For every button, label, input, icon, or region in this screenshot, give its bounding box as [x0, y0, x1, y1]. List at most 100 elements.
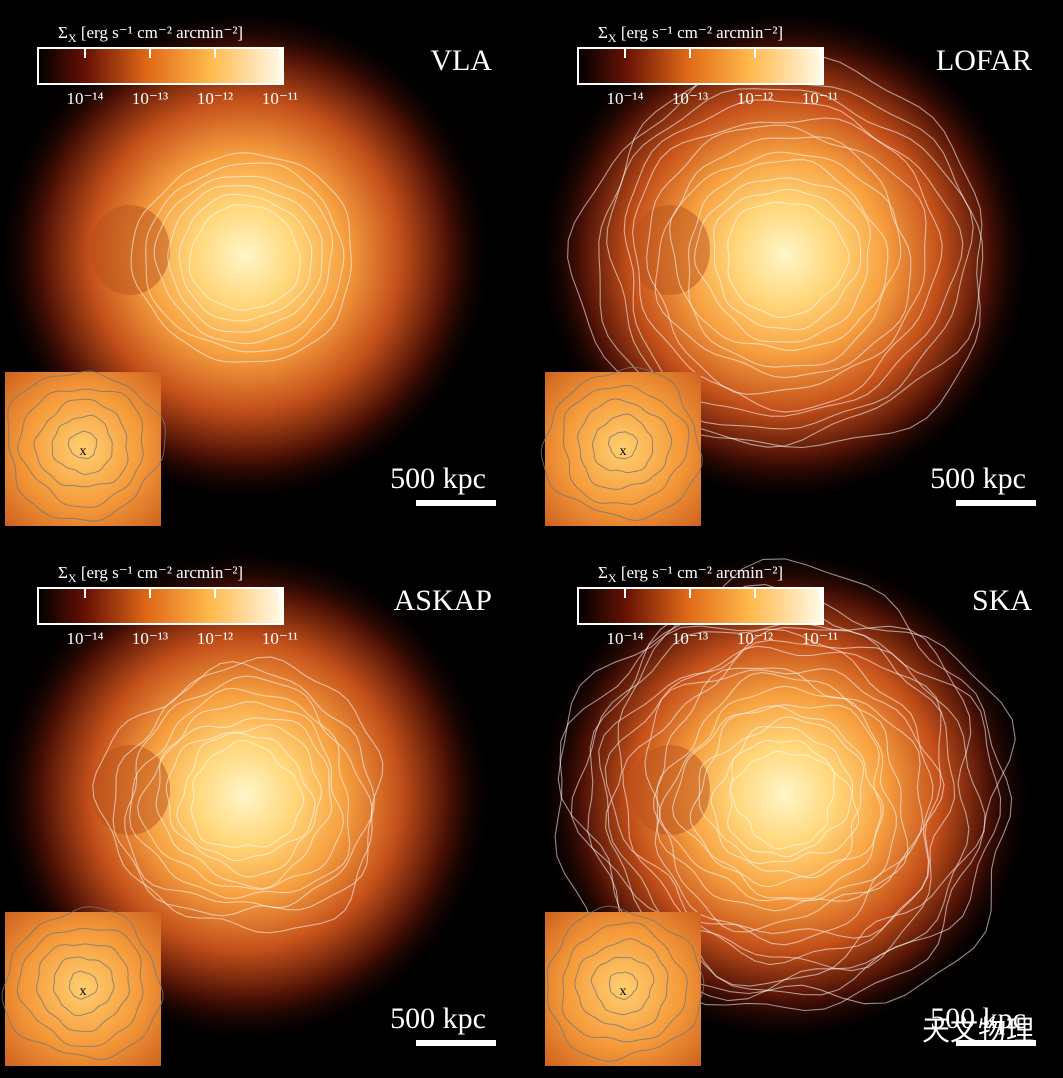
inset-contour: [35, 943, 130, 1033]
inset-contour: [16, 927, 144, 1047]
radio-contour: [644, 668, 945, 946]
colorbar-symbol: Σ: [598, 23, 608, 42]
colorbar-label: ΣX [erg s⁻¹ cm⁻² arcmin⁻²]: [598, 23, 783, 45]
panel: ΣX [erg s⁻¹ cm⁻² arcmin⁻²] 10⁻¹⁴ 10⁻¹³ 10⁻¹…: [535, 0, 1063, 538]
colorbar-tick-label: 10⁻¹³: [672, 89, 708, 108]
colorbar-symbol: Σ: [598, 563, 608, 582]
radio-contour: [178, 193, 313, 322]
colorbar-tick-label: 10⁻¹²: [737, 629, 773, 648]
radio-contour: [167, 185, 323, 333]
inset-contour: [68, 970, 99, 1000]
scale-bar-label: 500 kpc: [390, 462, 486, 495]
radio-contour: [145, 162, 345, 353]
colorbar-tick-label: 10⁻¹⁴: [67, 89, 104, 108]
colorbar-tick-label: 10⁻¹²: [197, 89, 233, 108]
inset-contour: [17, 388, 144, 509]
inset-marker: x: [620, 444, 627, 459]
radio-contour: [130, 152, 352, 363]
radio-contour: [155, 717, 333, 890]
inset: [545, 912, 701, 1066]
radio-contour: [713, 188, 862, 331]
colorbar-tick-label: 10⁻¹¹: [262, 89, 298, 108]
colorbar-tick-label: 10⁻¹³: [672, 629, 708, 648]
colorbar-unit: [erg s⁻¹ cm⁻² arcmin⁻²]: [617, 23, 784, 42]
radio-contour: [693, 177, 871, 343]
inset-marker: x: [80, 444, 87, 459]
inset: [5, 372, 161, 526]
radio-contour: [112, 661, 375, 917]
colorbar-tick-label: 10⁻¹²: [197, 629, 233, 648]
colorbar-unit: [erg s⁻¹ cm⁻² arcmin⁻²]: [77, 563, 244, 582]
radio-contour: [632, 117, 943, 413]
scale-bar: [416, 500, 496, 506]
radio-contour: [136, 701, 344, 891]
colorbar: [577, 47, 824, 85]
radio-contour: [598, 626, 956, 972]
telescope-label: ASKAP: [394, 584, 492, 617]
radio-contour: [698, 716, 865, 879]
radio-contour: [165, 724, 323, 878]
radio-contour: [188, 204, 301, 311]
colorbar-tick-label: 10⁻¹⁴: [607, 89, 644, 108]
inset: [545, 372, 701, 526]
radio-contour: [654, 136, 912, 379]
scale-bar: [416, 1040, 496, 1046]
radio-contour: [623, 99, 964, 417]
watermark: 天文物理: [922, 1014, 1034, 1047]
inset-contour: [67, 430, 98, 460]
emission-tail: [90, 205, 170, 295]
panel: ΣX [erg s⁻¹ cm⁻² arcmin⁻²] 10⁻¹⁴ 10⁻¹³ 10⁻¹…: [0, 0, 523, 538]
radio-contour: [604, 645, 942, 966]
telescope-label: LOFAR: [936, 44, 1032, 77]
inset-contour: [540, 366, 703, 522]
inset-contour: [607, 431, 639, 460]
inset-contour: [590, 956, 655, 1016]
scale-bar: [956, 1040, 1036, 1046]
radio-contour: [646, 124, 927, 395]
inset-contour: [33, 398, 129, 488]
radio-contour: [606, 88, 974, 430]
inset-contour: [1, 906, 164, 1061]
emission-tail: [90, 745, 170, 835]
radio-contour: [727, 201, 850, 319]
colorbar-tick-label: 10⁻¹⁴: [67, 629, 104, 648]
colorbar-tick-label: 10⁻¹¹: [802, 629, 838, 648]
radio-contour: [622, 639, 934, 939]
colorbar: [37, 587, 284, 625]
inset-contour: [577, 398, 673, 490]
colorbar-subscript: X: [608, 31, 617, 45]
radio-contour: [191, 740, 305, 848]
colorbar-symbol: Σ: [58, 23, 68, 42]
radio-contour: [153, 175, 334, 345]
inset-marker: x: [80, 984, 87, 999]
inset-marker: x: [620, 984, 627, 999]
radio-contour: [672, 704, 882, 900]
inset-contour: [608, 971, 639, 1000]
inset-contour: [7, 370, 166, 522]
radio-contour: [605, 625, 986, 987]
colorbar-tick-label: 10⁻¹¹: [802, 89, 838, 108]
inset-contour: [561, 921, 688, 1043]
radio-contour: [567, 55, 983, 449]
colorbar-tick-label: 10⁻¹²: [737, 89, 773, 108]
radio-contour: [554, 558, 1013, 1005]
radio-contour: [689, 705, 884, 888]
inset-contour: [53, 956, 115, 1017]
radio-contour: [92, 656, 384, 934]
inset-contour: [51, 414, 113, 475]
telescope-label: VLA: [430, 44, 492, 77]
colorbar-tick-label: 10⁻¹¹: [262, 629, 298, 648]
colorbar-subscript: X: [68, 571, 77, 585]
radio-contour: [176, 732, 316, 862]
inset-contour: [574, 938, 669, 1031]
colorbar-unit: [erg s⁻¹ cm⁻² arcmin⁻²]: [617, 563, 784, 582]
colorbar: [37, 47, 284, 85]
radio-contour: [688, 159, 889, 351]
inset-contour: [562, 384, 690, 505]
panel: ΣX [erg s⁻¹ cm⁻² arcmin⁻²] 10⁻¹⁴ 10⁻¹³ 10⁻¹…: [0, 540, 523, 1078]
radio-contour: [124, 675, 373, 909]
colorbar-unit: [erg s⁻¹ cm⁻² arcmin⁻²]: [77, 23, 244, 42]
panel: ΣX [erg s⁻¹ cm⁻² arcmin⁻²] 10⁻¹⁴ 10⁻¹³ 10⁻¹…: [535, 540, 1063, 1078]
radio-contour: [710, 725, 860, 864]
colorbar-label: ΣX [erg s⁻¹ cm⁻² arcmin⁻²]: [58, 563, 243, 585]
